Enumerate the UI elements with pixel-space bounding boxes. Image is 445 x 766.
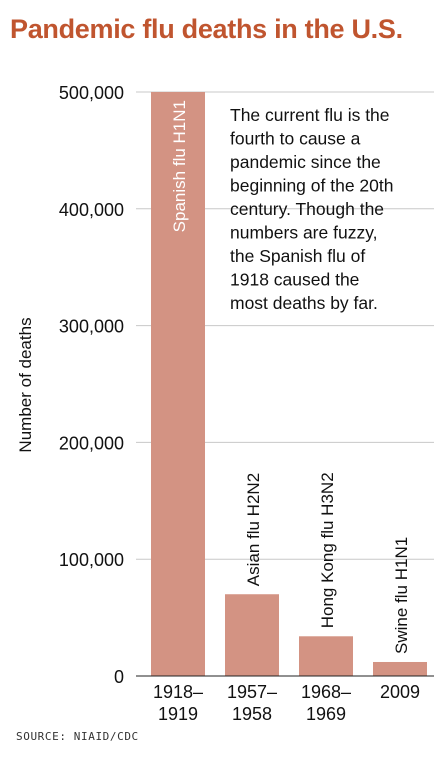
- annotation-note: The current flu is the fourth to cause a p…: [230, 105, 393, 313]
- bar: [225, 594, 279, 676]
- source-note: SOURCE: NIAID/CDC: [16, 730, 139, 743]
- annotation-line: pandemic since the: [230, 152, 381, 172]
- x-tick-label: 1918–: [153, 682, 203, 702]
- annotation-line: century. Though the: [230, 199, 384, 219]
- annotation-line: fourth to cause a: [230, 129, 361, 149]
- annotation-line: most deaths by far.: [230, 293, 378, 313]
- y-tick-label: 0: [114, 667, 124, 687]
- bar-label: Asian flu H2N2: [244, 473, 263, 586]
- x-axis-ticks: 1918–1919 1957–1958 1968–1969 2009: [153, 682, 420, 724]
- bar: [373, 661, 427, 676]
- y-tick-label: 500,000: [59, 83, 124, 103]
- x-tick-label: 1957–: [227, 682, 277, 702]
- y-tick-label: 300,000: [59, 317, 124, 337]
- bar-label: Swine flu H1N1: [392, 537, 411, 654]
- annotation-line: the Spanish flu of: [230, 246, 365, 266]
- x-tick-label: 1969: [306, 704, 346, 724]
- y-tick-label: 400,000: [59, 200, 124, 220]
- bar: [299, 636, 353, 676]
- bar-label: Spanish flu H1N1: [170, 100, 189, 232]
- annotation-line: The current flu is the: [230, 105, 390, 125]
- y-axis-ticks: 0 100,000 200,000 300,000 400,000 500,000: [59, 83, 124, 687]
- y-tick-label: 200,000: [59, 433, 124, 453]
- y-axis-label: Number of deaths: [16, 317, 35, 452]
- chart-title: Pandemic flu deaths in the U.S.: [10, 14, 403, 44]
- annotation-line: numbers are fuzzy,: [230, 223, 378, 243]
- annotation-line: beginning of the 20th: [230, 176, 393, 196]
- x-tick-label: 1968–: [301, 682, 351, 702]
- x-tick-label: 1958: [232, 704, 272, 724]
- bars: Spanish flu H1N1 Asian flu H2N2 Hong Kong …: [151, 92, 427, 676]
- x-tick-label: 1919: [158, 704, 198, 724]
- annotation-line: 1918 caused the: [230, 270, 359, 290]
- bar: [151, 92, 205, 676]
- bar-label: Hong Kong flu H3N2: [318, 472, 337, 628]
- x-tick-label: 2009: [380, 682, 420, 702]
- y-tick-label: 100,000: [59, 550, 124, 570]
